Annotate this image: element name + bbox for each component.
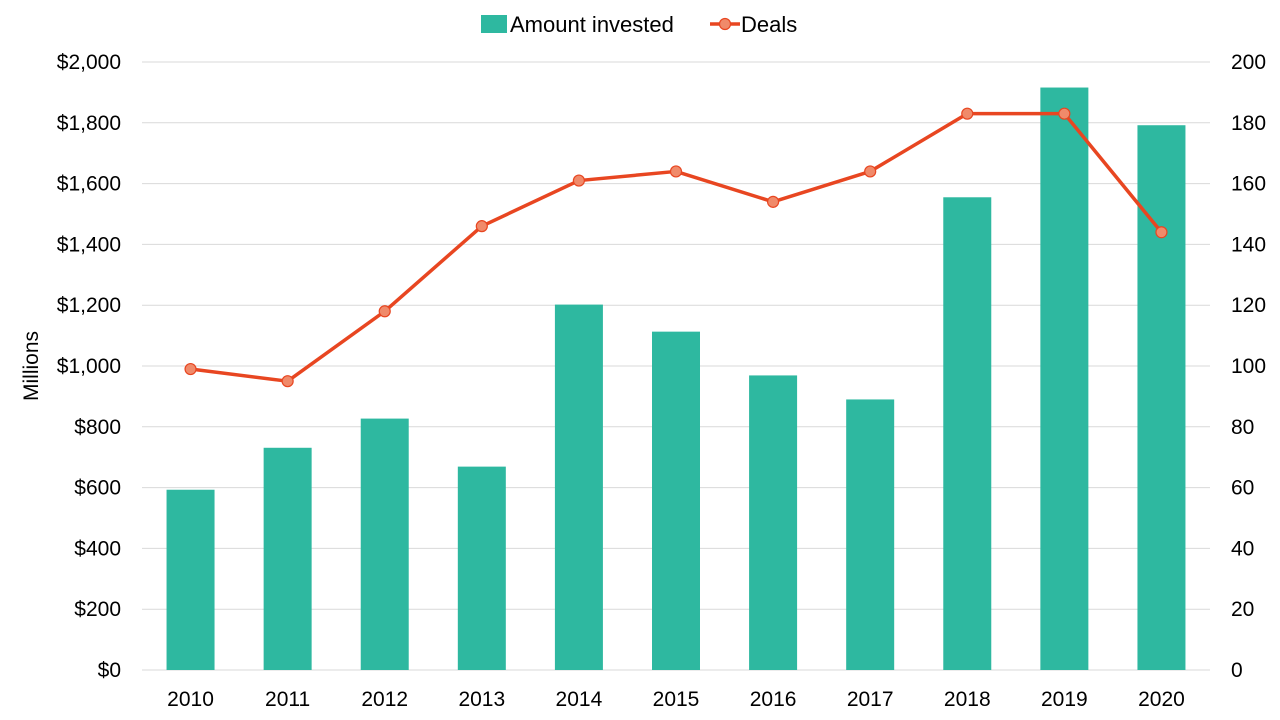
- y2-tick-label: 20: [1231, 598, 1254, 621]
- bar: [457, 466, 506, 670]
- y2-tick-label: 80: [1231, 416, 1254, 439]
- x-tick-label: 2018: [944, 688, 991, 711]
- legend-marker-deals: [718, 17, 732, 31]
- y-tick-label: $1,200: [57, 294, 121, 317]
- x-tick-label: 2010: [167, 688, 214, 711]
- y2-tick-label: 60: [1231, 477, 1254, 500]
- bar: [263, 447, 312, 670]
- y-tick-label: $1,400: [57, 233, 121, 256]
- y2-tick-label: 180: [1231, 112, 1266, 135]
- x-tick-label: 2011: [265, 688, 310, 711]
- x-tick-label: 2015: [653, 688, 700, 711]
- y-tick-label: $1,800: [57, 112, 121, 135]
- x-tick-label: 2012: [361, 688, 408, 711]
- deals-point: [961, 107, 974, 120]
- y2-tick-label: 140: [1231, 233, 1266, 256]
- bar: [360, 418, 409, 670]
- left-axis-ticks: $0 $200 $400 $600 $800 $1,000 $1,200 $1,400 $1,6…: [57, 51, 121, 682]
- legend-label-amount-invested: Amount invested: [510, 12, 674, 37]
- y-tick-label: $0: [98, 659, 121, 682]
- deals-point: [184, 362, 197, 376]
- y2-tick-label: 100: [1231, 355, 1266, 378]
- y-tick-label: $600: [74, 477, 121, 500]
- y-axis-title: Millions: [20, 331, 43, 401]
- deals-point: [766, 195, 780, 208]
- x-tick-label: 2016: [750, 688, 797, 711]
- deals-point: [669, 165, 683, 178]
- legend-swatch-amount-invested: [481, 15, 507, 33]
- y2-tick-label: 200: [1231, 51, 1266, 74]
- deals-point: [1155, 226, 1168, 239]
- bar: [1040, 87, 1089, 670]
- y-tick-label: $1,600: [57, 173, 121, 196]
- y2-tick-label: 0: [1231, 659, 1243, 682]
- y-tick-label: $200: [74, 598, 121, 621]
- deals-point: [572, 174, 586, 187]
- x-tick-label: 2020: [1138, 688, 1185, 711]
- y-tick-label: $2,000: [57, 51, 121, 74]
- bar: [943, 197, 992, 670]
- legend-label-deals: Deals: [741, 12, 797, 37]
- y-tick-label: $800: [74, 416, 121, 439]
- y-tick-label: $1,000: [57, 355, 121, 378]
- bar: [166, 489, 215, 670]
- deals-point: [378, 305, 391, 318]
- deals-point: [1058, 107, 1071, 120]
- bar: [652, 331, 700, 670]
- line-deals: [184, 107, 1168, 388]
- x-tick-label: 2013: [458, 688, 505, 711]
- bar: [554, 304, 603, 670]
- bar: [846, 399, 895, 670]
- right-axis-ticks: 0 20 40 60 80 100 120 140 160 180 200: [1231, 51, 1266, 682]
- bars-amount-invested: [166, 87, 1186, 671]
- deals-point: [864, 165, 877, 178]
- bar: [749, 375, 798, 670]
- y2-tick-label: 40: [1231, 537, 1254, 560]
- x-tick-label: 2017: [847, 688, 894, 711]
- legend: Amount invested Deals: [481, 12, 797, 37]
- deals-point: [281, 375, 294, 388]
- bar: [1137, 125, 1186, 671]
- y2-tick-label: 120: [1231, 294, 1266, 317]
- x-tick-label: 2019: [1041, 688, 1088, 711]
- y-tick-label: $400: [74, 537, 121, 560]
- deals-point: [475, 220, 488, 233]
- y2-tick-label: 160: [1231, 173, 1266, 196]
- x-axis-ticks: 2010 2011 2012 2013 2014 2015 2016 2017 2018 2019…: [167, 688, 1185, 711]
- x-tick-label: 2014: [556, 688, 603, 711]
